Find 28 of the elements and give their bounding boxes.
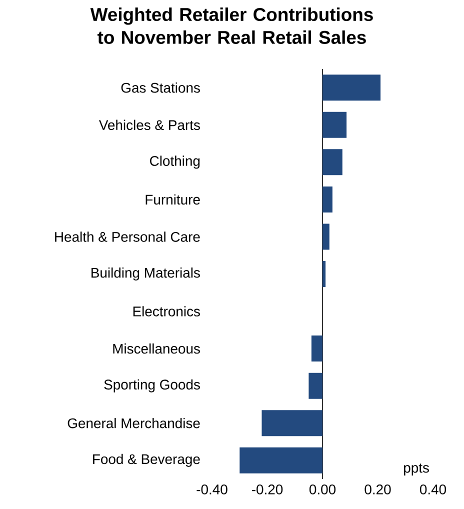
y-tick-label: Health & Personal Care — [55, 232, 200, 242]
y-tick-label: Electronics — [133, 306, 200, 316]
chart-title: Weighted Retailer Contributions to November Real Retail Sales — [90, 8, 373, 44]
x-tick-label: 0.40 — [420, 484, 446, 494]
y-tick-label: Gas Stations — [121, 82, 200, 93]
bar — [322, 149, 342, 176]
bar — [308, 372, 322, 399]
y-tick-label: Building Materials — [92, 268, 200, 280]
y-tick-label: Furniture — [146, 194, 200, 205]
bar — [240, 447, 322, 474]
bar — [322, 261, 326, 288]
bar — [322, 74, 381, 101]
y-tick-label: Vehicles & Parts — [98, 120, 200, 130]
bar — [322, 186, 332, 212]
y-tick-label: General Merchandise — [68, 418, 200, 428]
x-tick-label: -0.40 — [196, 484, 228, 494]
bar — [262, 410, 322, 436]
bar — [311, 336, 322, 362]
y-tick-label: Clothing — [150, 156, 200, 169]
x-tick-label: -0.20 — [252, 484, 283, 494]
bar — [322, 224, 330, 250]
y-tick-label: Sporting Goods — [104, 379, 200, 392]
y-tick-label: Miscellaneous — [113, 343, 200, 354]
y-tick-label: Food & Beverage — [93, 454, 200, 467]
x-tick-label: 0.00 — [309, 484, 336, 494]
bar — [322, 112, 347, 138]
annotation: ppts — [404, 464, 429, 476]
x-tick-label: 0.20 — [364, 484, 391, 494]
